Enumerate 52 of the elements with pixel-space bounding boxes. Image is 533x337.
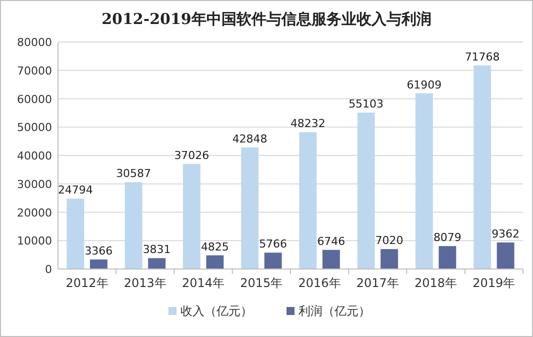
y-tick-label: 10000	[17, 234, 52, 248]
bar	[474, 65, 492, 269]
chart-title: 2012-2019年中国软件与信息服务业收入与利润	[102, 10, 432, 28]
x-tick-label: 2014年	[182, 276, 225, 290]
data-label: 3831	[142, 243, 171, 256]
y-tick-label: 20000	[17, 206, 52, 220]
data-label: 8079	[433, 231, 462, 244]
bar	[241, 147, 259, 269]
bar	[90, 259, 108, 269]
x-tick-label: 2016年	[298, 276, 341, 290]
x-tick-label: 2012年	[66, 276, 108, 290]
y-tick-label: 80000	[17, 36, 52, 49]
data-label: 4825	[200, 240, 229, 254]
bar	[496, 242, 514, 269]
data-label: 48232	[290, 117, 326, 130]
data-label: 71768	[464, 50, 500, 64]
data-label: 24794	[58, 184, 93, 197]
data-label: 37026	[174, 148, 210, 162]
legend-label: 收入（亿元）	[180, 304, 252, 318]
data-label: 9362	[492, 227, 520, 240]
x-tick-label: 2018年	[414, 276, 458, 290]
data-label: 55103	[348, 98, 384, 111]
y-tick-label: 40000	[17, 150, 52, 162]
y-tick-label: 50000	[17, 121, 52, 134]
data-label: 3366	[84, 244, 113, 258]
bar	[357, 112, 375, 269]
data-label: 42848	[232, 132, 268, 146]
x-tick-label: 2015年	[240, 276, 283, 290]
bar	[322, 250, 340, 269]
bar	[148, 258, 166, 269]
x-tick-label: 2013年	[124, 276, 166, 290]
y-tick-label: 60000	[17, 92, 52, 106]
bar	[415, 93, 433, 269]
data-label: 61909	[406, 78, 442, 92]
legend-label: 利润（亿元）	[298, 304, 370, 318]
bar	[182, 164, 200, 269]
y-tick-label: 0	[45, 263, 52, 276]
bar	[438, 246, 456, 269]
data-label: 5766	[259, 238, 288, 251]
x-tick-label: 2017年	[356, 276, 399, 290]
data-label: 30587	[116, 167, 152, 180]
data-label: 7020	[375, 234, 404, 248]
bar	[124, 182, 142, 269]
bar	[206, 255, 224, 269]
y-tick-label: 30000	[17, 178, 52, 191]
bar	[299, 132, 317, 269]
data-label: 6746	[317, 234, 346, 248]
bar	[66, 198, 84, 269]
y-tick-label: 70000	[17, 64, 52, 78]
x-tick-label: 2019年	[472, 276, 516, 290]
bar	[380, 249, 398, 269]
bar	[264, 252, 282, 269]
